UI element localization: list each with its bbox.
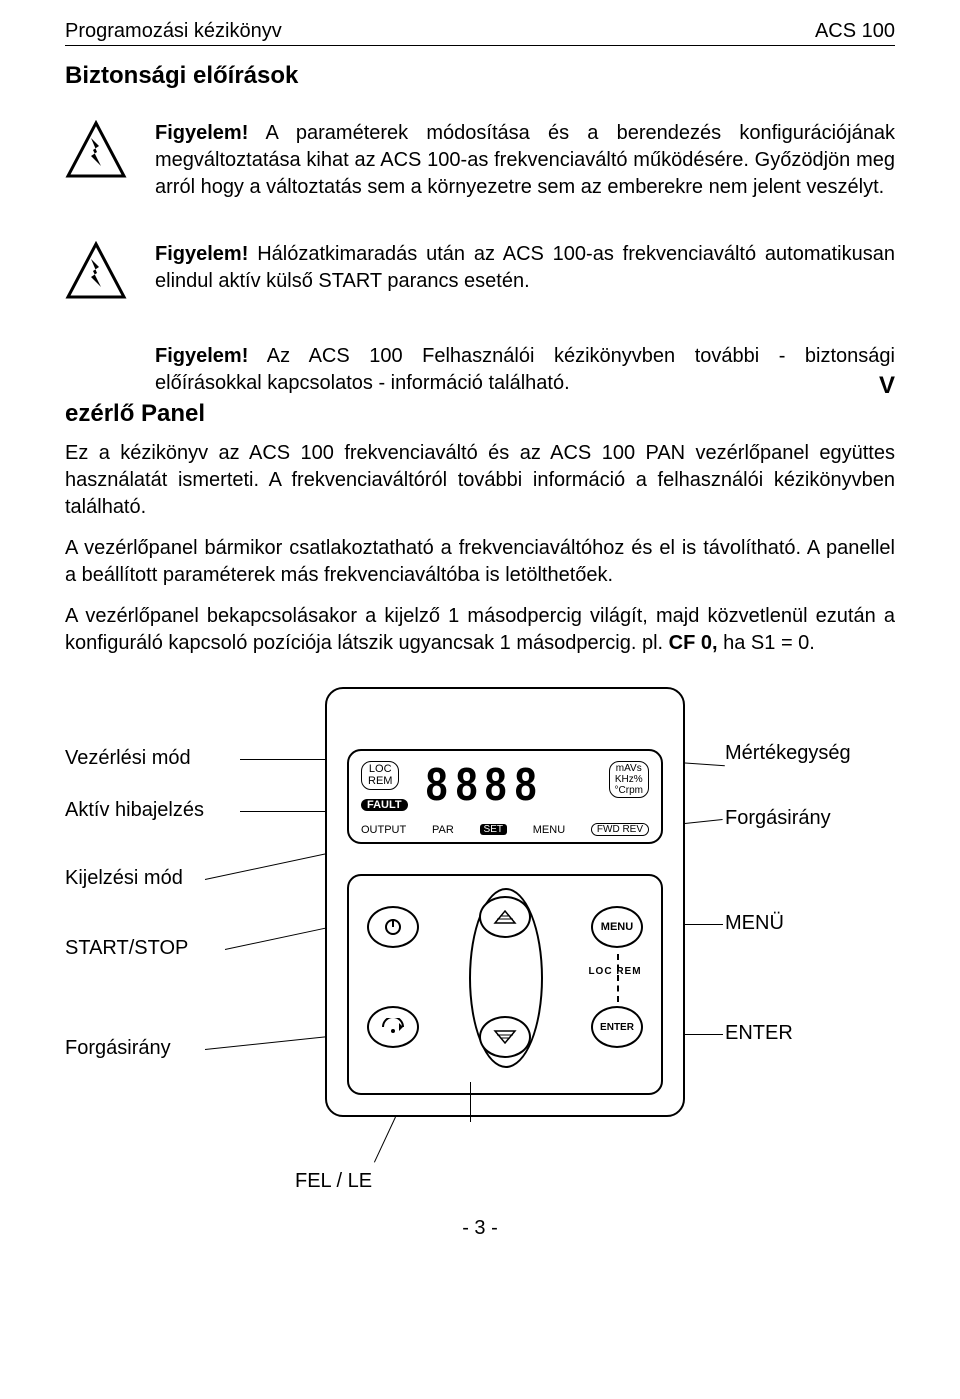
label-forgasirany-left: Forgásirány [65, 1037, 255, 1060]
lcd-locrem-indicator: LOC REM [361, 761, 399, 789]
control-panel-diagram: Vezérlési mód Aktív hibajelzés Kijelzési… [65, 687, 895, 1207]
label-kijelzesi-mod: Kijelzési mód [65, 867, 255, 890]
enter-button[interactable]: ENTER [591, 1006, 643, 1048]
warning-block-1: Figyelem! A paraméterek módosítása és a … [65, 120, 895, 201]
lcd-units-indicator: mAVs KHz% °Crpm [609, 761, 649, 798]
body-paragraph-1: Ez a kézikönyv az ACS 100 frekvenciavált… [65, 440, 895, 521]
warning-block-2: Figyelem! Hálózatkimaradás után az ACS 1… [65, 241, 895, 303]
device-outline: LOC REM FAULT 8888 mAVs KHz% °Crpm OUTPU… [325, 687, 685, 1117]
page-number: - 3 - [65, 1217, 895, 1240]
warning-triangle-icon [65, 241, 155, 303]
label-fel-le: FEL / LE [295, 1170, 372, 1193]
lcd-seven-segment: 8888 [424, 757, 536, 811]
keypad-area: MENU LOC REM ENTER [347, 874, 663, 1095]
lcd-fault-indicator: FAULT [361, 799, 408, 811]
menu-button[interactable]: MENU [591, 906, 643, 948]
menu-enter-divider [617, 954, 619, 1002]
warning-triangle-icon [65, 120, 155, 182]
locrem-label: LOC REM [587, 966, 643, 977]
warning-text: A paraméterek módosítása és a berendezés… [155, 122, 895, 198]
panel-heading: ezérlő Panel [65, 400, 895, 428]
header-left: Programozási kézikönyv [65, 20, 282, 43]
label-menu: MENÜ [725, 912, 784, 935]
panel-v-initial: V [879, 370, 895, 402]
page-header: Programozási kézikönyv ACS 100 [65, 20, 895, 46]
lcd-mode-row: OUTPUT PAR SET MENU FWD REV [361, 823, 649, 836]
label-vezerlesi-mod: Vezérlési mód [65, 747, 255, 770]
label-aktiv-hiba: Aktív hibajelzés [65, 799, 255, 822]
label-forgasirany-right: Forgásirány [725, 807, 831, 830]
direction-button[interactable] [367, 1006, 419, 1048]
warning-label: Figyelem! [155, 345, 248, 367]
label-mertekegyseg: Mértékegység [725, 742, 851, 765]
warning-text: Az ACS 100 Felhasználói kézikönyvben tov… [155, 345, 895, 394]
warning-label: Figyelem! [155, 243, 248, 265]
warning-block-3: Figyelem! Az ACS 100 Felhasználói kézikö… [65, 343, 895, 402]
lcd-display: LOC REM FAULT 8888 mAVs KHz% °Crpm OUTPU… [347, 749, 663, 844]
label-enter: ENTER [725, 1022, 793, 1045]
start-stop-button[interactable] [367, 906, 419, 948]
warning-label: Figyelem! [155, 122, 248, 144]
header-right: ACS 100 [815, 20, 895, 43]
body-paragraph-3: A vezérlőpanel bekapcsolásakor a kijelző… [65, 603, 895, 657]
body-paragraph-2: A vezérlőpanel bármikor csatlakoztatható… [65, 535, 895, 589]
warning-text: Hálózatkimaradás után az ACS 100-as frek… [155, 243, 895, 292]
section-title: Biztonsági előírások [65, 62, 895, 90]
